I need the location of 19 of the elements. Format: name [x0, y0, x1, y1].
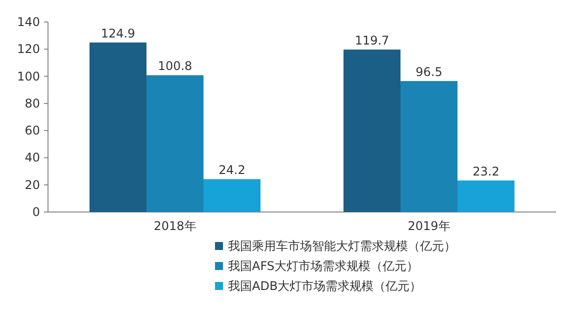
y-tick-label: 80 [24, 96, 40, 110]
y-tick-label: 0 [32, 205, 40, 219]
y-tick-label: 40 [24, 150, 40, 165]
data-label: 96.5 [416, 65, 442, 80]
data-label: 100.8 [158, 59, 192, 74]
x-tick-label: 2019年 [408, 219, 450, 233]
data-label: 24.2 [218, 163, 246, 178]
y-tick-label: 60 [24, 124, 40, 138]
data-label: 23.2 [472, 164, 500, 179]
data-label: 119.7 [354, 34, 390, 48]
legend-label: 我国ADB大灯市场需求规模（亿元） [228, 279, 422, 293]
legend-label: 我国AFS大灯市场需求规模（亿元） [228, 259, 419, 273]
y-tick-label: 20 [24, 178, 40, 192]
data-label: 124.9 [100, 26, 136, 40]
y-tick-label: 100 [17, 69, 40, 84]
y-tick-label: 120 [17, 42, 40, 56]
legend-label: 我国乘用车市场智能大灯需求规模（亿元） [228, 239, 456, 253]
y-tick-label: 140 [17, 15, 40, 29]
x-tick-label: 2018年 [154, 219, 196, 233]
